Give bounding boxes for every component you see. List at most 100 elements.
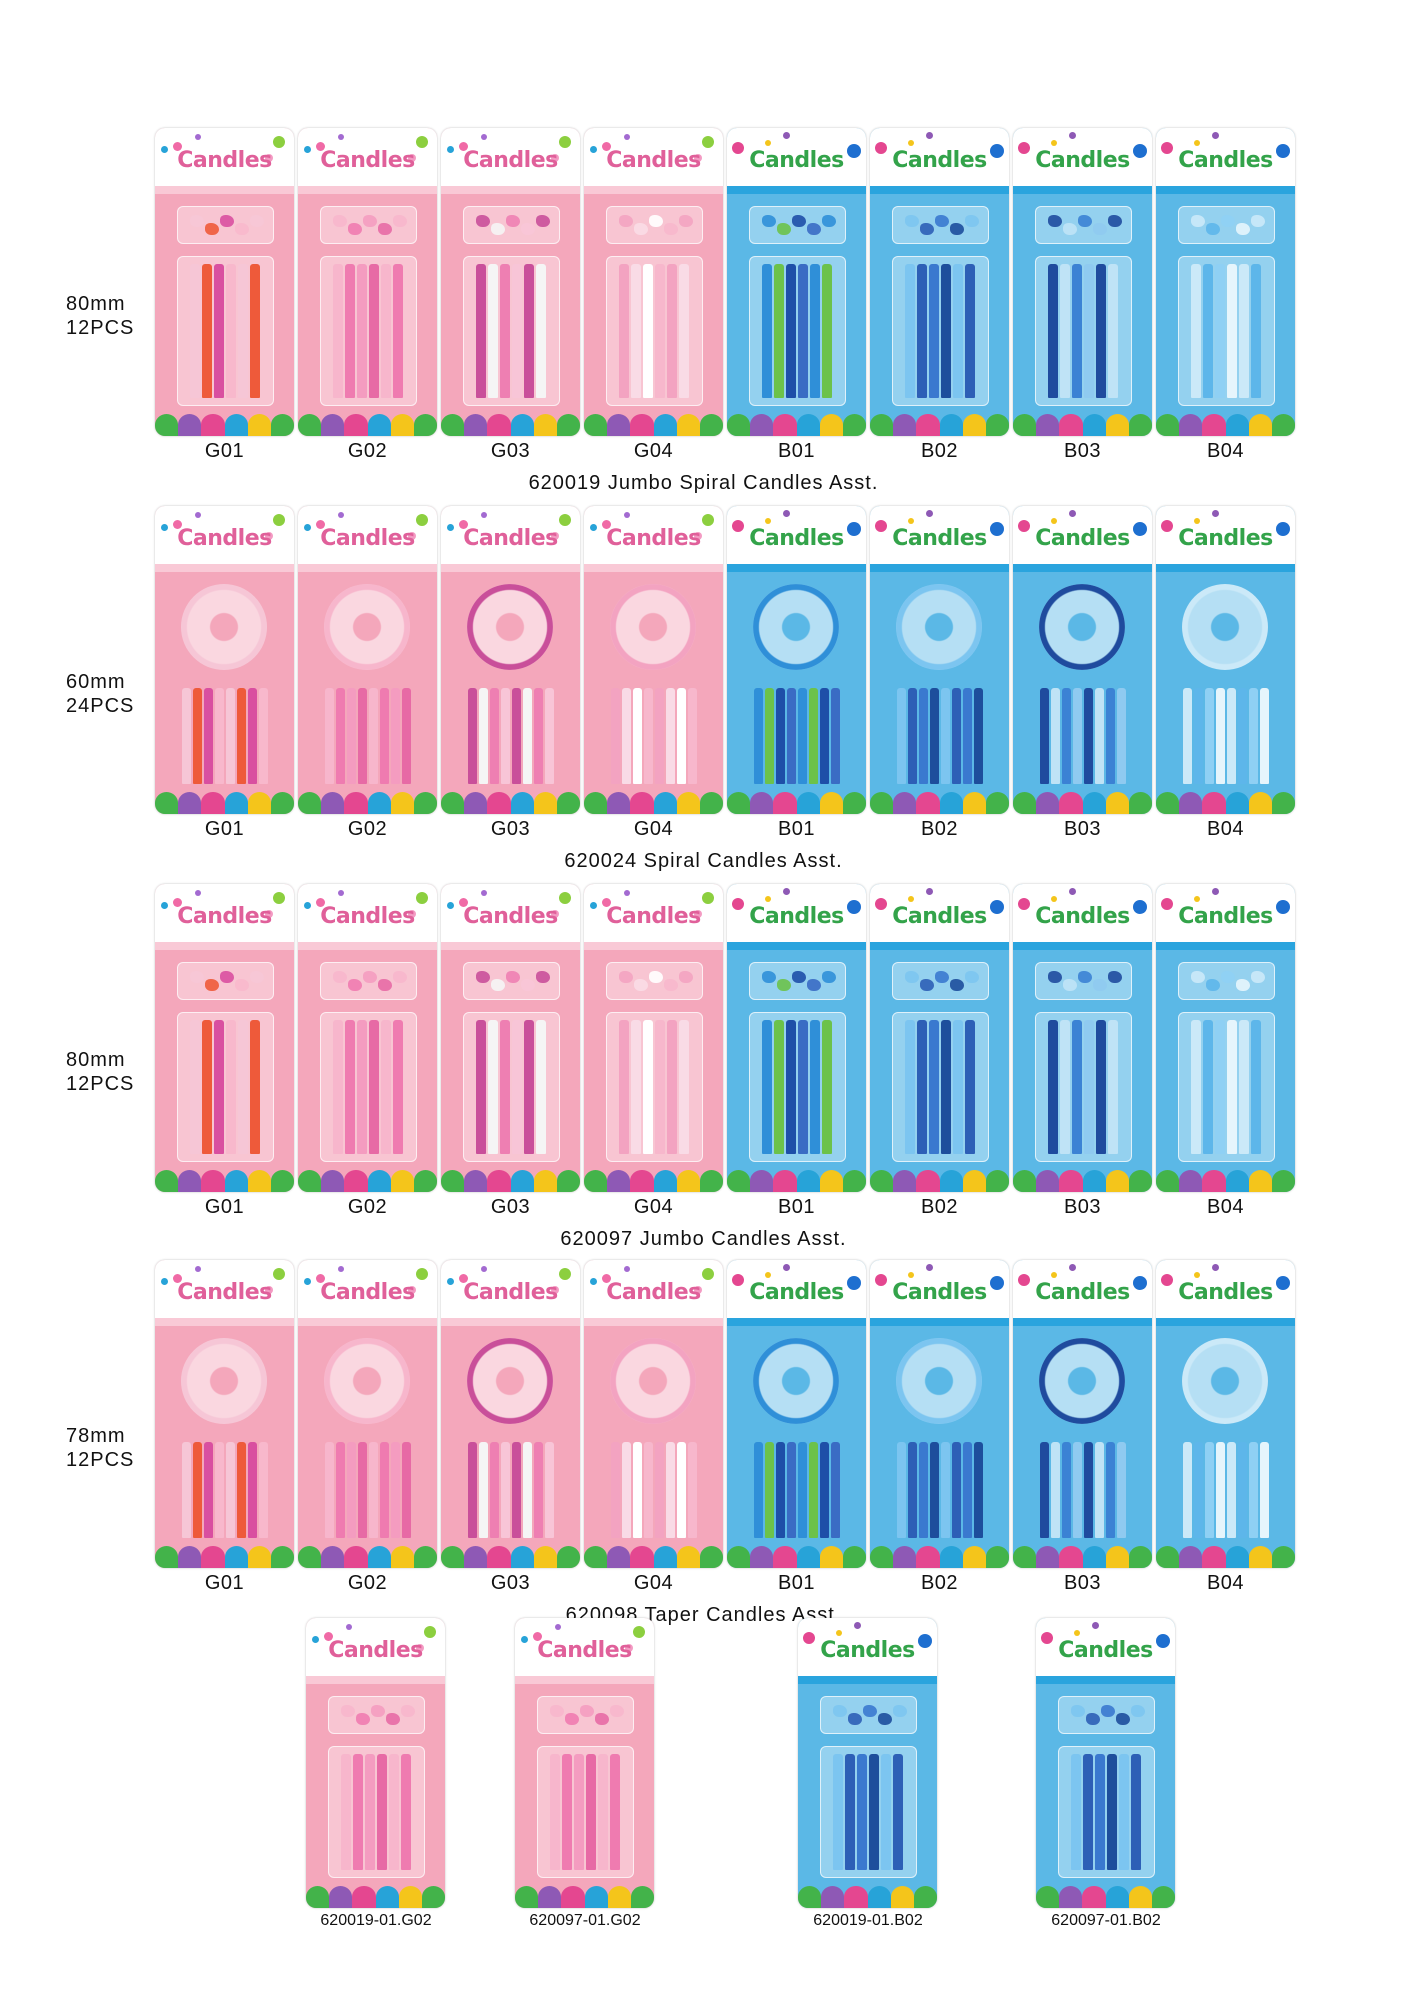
confetti-dot — [624, 1266, 630, 1272]
footer-scallop — [962, 1170, 986, 1192]
candle — [1060, 1020, 1070, 1154]
header-band — [584, 942, 723, 950]
card-title: Candles — [749, 1280, 844, 1305]
candle — [798, 1442, 807, 1538]
bow-holder — [595, 1713, 609, 1725]
product-code: G04 — [633, 440, 674, 462]
candle — [631, 1020, 641, 1154]
footer-scallop — [773, 1546, 797, 1568]
card-title: Candles — [1178, 526, 1273, 551]
footer-scallop — [1013, 792, 1037, 814]
footer-scallop — [750, 414, 774, 436]
footer-scallop — [1128, 792, 1152, 814]
footer-scallop — [201, 1546, 225, 1568]
footer-scallop — [178, 792, 202, 814]
footer-scallop — [1179, 1170, 1203, 1192]
candle — [1072, 264, 1082, 398]
candle — [765, 1442, 774, 1538]
candle — [1251, 1020, 1261, 1154]
scalloped-footer — [1156, 792, 1295, 814]
product-code: G04 — [633, 1572, 674, 1594]
candle — [1216, 1442, 1225, 1538]
footer-scallop — [441, 1170, 465, 1192]
scalloped-footer — [1013, 414, 1152, 436]
footer-scallop — [890, 1886, 914, 1908]
footer-scallop — [298, 414, 322, 436]
confetti-dot — [602, 520, 611, 529]
confetti-dot — [447, 146, 454, 153]
candle — [333, 264, 343, 398]
footer-scallop — [1082, 1546, 1106, 1568]
candle — [190, 264, 200, 398]
candle-holder-ring — [181, 1338, 267, 1424]
confetti-dot — [990, 900, 1004, 914]
product-code: B03 — [1063, 1196, 1102, 1218]
header-band — [870, 1318, 1009, 1326]
confetti-dot — [1212, 888, 1219, 895]
footer-scallop — [1105, 1886, 1129, 1908]
product-code: G01 — [204, 1196, 245, 1218]
candle — [952, 688, 961, 784]
product-row: Candles G01 Candles G02 Candles G03 Candles G04… — [155, 884, 1295, 1219]
bow-holder — [848, 1713, 862, 1725]
footer-scallop — [939, 414, 963, 436]
footer-scallop — [487, 792, 511, 814]
scalloped-footer — [870, 1170, 1009, 1192]
footer-scallop — [676, 792, 700, 814]
confetti-dots — [441, 510, 580, 540]
confetti-dot — [551, 154, 559, 162]
card-title: Candles — [749, 148, 844, 173]
confetti-dot — [1276, 522, 1290, 536]
footer-scallop — [510, 792, 534, 814]
bow-holder — [1206, 979, 1220, 991]
confetti-dots — [1036, 1622, 1175, 1650]
confetti-dot — [416, 1268, 428, 1280]
footer-scallop — [1036, 1546, 1060, 1568]
product-cell: Candles G01 — [155, 1260, 294, 1595]
footer-scallop — [178, 414, 202, 436]
product-code: G02 — [347, 440, 388, 462]
footer-scallop — [750, 1170, 774, 1192]
product-row: Candles G01 Candles G02 Candles G03 Candles G04… — [155, 506, 1295, 841]
footer-scallop — [962, 414, 986, 436]
bow-holder — [634, 223, 648, 235]
footer-scallop — [1248, 414, 1272, 436]
confetti-dot — [338, 512, 344, 518]
confetti-dot — [316, 142, 325, 151]
footer-scallop — [556, 414, 580, 436]
bow-holder — [333, 215, 347, 227]
footer-scallop — [556, 1170, 580, 1192]
bow-holder — [1063, 223, 1077, 235]
candle — [1227, 1020, 1237, 1154]
candle — [679, 264, 689, 398]
confetti-dot — [481, 134, 487, 140]
footer-scallop — [413, 792, 437, 814]
candle — [369, 1442, 378, 1538]
candle — [655, 688, 664, 784]
footer-scallop — [321, 792, 345, 814]
candle — [536, 264, 546, 398]
header-band — [727, 564, 866, 572]
confetti-dots — [1013, 510, 1152, 538]
candle — [490, 688, 499, 784]
bow-holder — [506, 971, 520, 983]
footer-scallop — [487, 1546, 511, 1568]
footer-scallop — [796, 792, 820, 814]
footer-scallop — [561, 1886, 585, 1908]
single-pack: Candles 620019-01.G02 — [306, 1618, 446, 1930]
bow-holder — [378, 223, 392, 235]
footer-scallop — [1156, 792, 1180, 814]
header-band — [727, 186, 866, 194]
candle — [798, 264, 808, 398]
candle-set — [185, 1020, 265, 1154]
candle — [643, 1020, 653, 1154]
confetti-dot — [551, 532, 559, 540]
confetti-dot — [783, 132, 790, 139]
candle — [953, 1020, 963, 1154]
candle — [1084, 264, 1094, 398]
card-title: Candles — [463, 526, 558, 551]
card-title: Candles — [1058, 1638, 1153, 1663]
footer-scallop — [224, 1170, 248, 1192]
card-title: Candles — [177, 526, 272, 551]
footer-scallop — [1082, 414, 1106, 436]
